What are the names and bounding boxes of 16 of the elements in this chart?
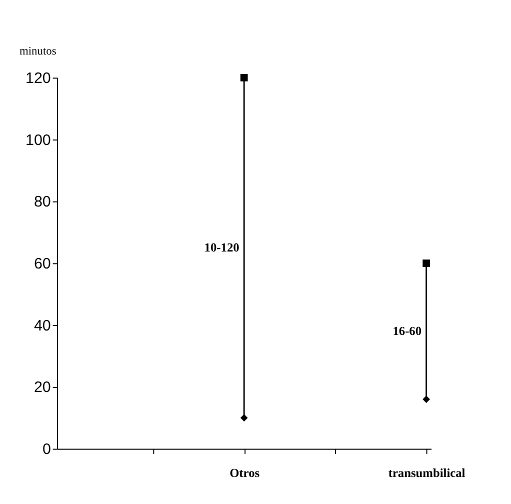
x-tick-label: transumbilical — [388, 466, 466, 480]
y-axis-title: minutos — [20, 45, 57, 58]
y-tick-label: 120 — [26, 70, 51, 87]
y-tick-label: 20 — [34, 379, 51, 396]
point — [422, 396, 430, 403]
y-tick-label: 0 — [42, 441, 51, 458]
text: 10-120 — [204, 240, 240, 255]
y-tick-label: 60 — [34, 255, 51, 272]
y-tick-label: 80 — [34, 194, 51, 211]
point — [422, 260, 430, 267]
y-tick-label: 40 — [34, 317, 51, 334]
y-tick-label: 100 — [26, 132, 51, 149]
point — [240, 74, 248, 82]
text: 16-60 — [392, 324, 422, 338]
x-tick-label: Otros — [230, 466, 260, 480]
point — [240, 414, 248, 422]
